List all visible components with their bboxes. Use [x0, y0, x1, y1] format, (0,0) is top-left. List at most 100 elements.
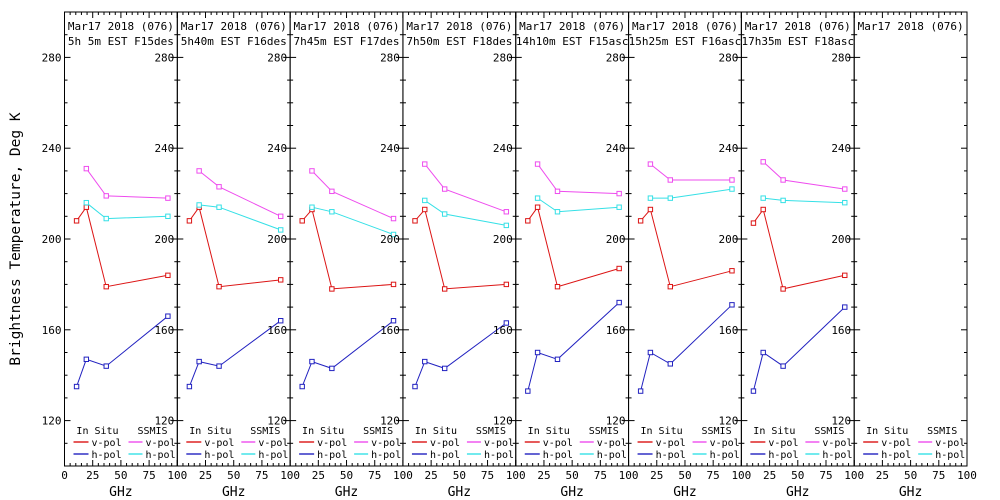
data-point-marker-insitu-h-pol [525, 388, 531, 394]
y-tick-label: 240 [42, 142, 62, 155]
data-point-marker-ssmis-h-pol [729, 186, 735, 192]
data-point-marker-insitu-v-pol [299, 218, 305, 224]
data-point-marker-insitu-h-pol [186, 383, 193, 390]
y-tick-label: 160 [154, 324, 174, 337]
y-tick-label: 240 [831, 142, 851, 155]
data-point-marker-insitu-v-pol [667, 283, 674, 290]
data-point-marker-ssmis-v-pol [760, 159, 766, 165]
legend-label-ssmis-hpol: h-pol [371, 450, 401, 461]
legend-header-ssmis: SSMIS [137, 426, 167, 437]
data-point-marker-insitu-v-pol [441, 286, 448, 292]
panel-title: Mar17 2018 (076) [745, 20, 851, 33]
y-tick-label: 120 [154, 415, 174, 428]
y-tick-label: 240 [267, 142, 287, 155]
panel-title: Mar17 2018 (076) [858, 20, 964, 33]
x-tick-label: 75 [932, 469, 945, 482]
data-point-marker-ssmis-v-pol [196, 168, 202, 174]
legend-header-ssmis: SSMIS [814, 426, 844, 437]
legend-label-insitu-vpol: v-pol [92, 438, 122, 449]
data-point-marker-insitu-h-pol [165, 313, 171, 319]
x-tick-label: 75 [142, 469, 155, 482]
data-point-marker-insitu-h-pol [441, 365, 448, 372]
legend-label-insitu-hpol: h-pol [656, 450, 686, 461]
data-point-marker-insitu-h-pol [216, 363, 222, 369]
data-point-marker-ssmis-h-pol [647, 195, 654, 201]
data-series-line-ssmis-v-pol [650, 163, 732, 181]
panel-title: Mar17 2018 (076) [519, 20, 625, 33]
data-series-line-ssmis-v-pol [424, 163, 507, 213]
data-point-marker-insitu-h-pol [309, 358, 315, 365]
x-tick-label: 25 [537, 469, 550, 482]
data-point-marker-ssmis-h-pol [196, 202, 202, 208]
y-tick-label: 280 [154, 51, 174, 64]
x-tick-label: 25 [876, 469, 889, 482]
legend-label-ssmis-hpol: h-pol [484, 450, 514, 461]
y-tick-label: 120 [380, 415, 400, 428]
y-tick-label: 200 [606, 233, 626, 246]
panel-subtitle: 15h25m EST F16asc [629, 35, 742, 48]
data-point-marker-insitu-v-pol [554, 283, 561, 290]
y-tick-label: 160 [606, 324, 626, 337]
panel-title: Mar17 2018 (076) [406, 20, 512, 33]
data-series-line-ssmis-v-pol [311, 170, 394, 220]
data-point-marker-insitu-h-pol [196, 358, 202, 365]
panel-title: Mar17 2018 (076) [632, 20, 738, 33]
data-point-marker-insitu-h-pol [637, 388, 644, 394]
x-tick-label: 100 [619, 469, 639, 482]
data-point-marker-ssmis-h-pol [390, 231, 397, 238]
data-point-marker-ssmis-h-pol [83, 199, 90, 206]
legend-label-insitu-vpol: v-pol [543, 438, 573, 449]
y-tick-label: 200 [493, 233, 513, 246]
data-point-marker-ssmis-v-pol [616, 190, 622, 197]
data-point-marker-ssmis-h-pol [103, 215, 109, 222]
data-point-marker-insitu-v-pol [165, 272, 171, 279]
data-point-marker-ssmis-v-pol [216, 184, 222, 190]
data-point-marker-insitu-v-pol [216, 283, 222, 290]
data-series-line-insitu-h-pol [527, 302, 620, 392]
data-series-line-ssmis-v-pol [85, 168, 168, 199]
x-axis-unit-label: GHz [222, 485, 245, 500]
legend-label-ssmis-vpol: v-pol [822, 438, 852, 449]
panel-subtitle: 7h50m EST F18des [406, 35, 512, 48]
data-point-marker-insitu-h-pol [422, 358, 428, 365]
panel-subtitle: 5h40m EST F16des [181, 35, 287, 48]
data-point-marker-insitu-h-pol [278, 318, 284, 324]
data-series-line-ssmis-h-pol [650, 188, 733, 199]
data-series-line-insitu-h-pol [76, 315, 169, 387]
legend-label-ssmis-hpol: h-pol [710, 450, 740, 461]
data-point-marker-insitu-h-pol [103, 363, 109, 369]
y-tick-label: 160 [42, 324, 62, 337]
data-point-marker-ssmis-h-pol [616, 204, 622, 210]
legend-label-insitu-hpol: h-pol [317, 450, 347, 461]
x-tick-label: 75 [707, 469, 720, 482]
data-point-marker-ssmis-h-pol [780, 197, 786, 204]
y-tick-label: 280 [606, 51, 626, 64]
x-axis-unit-label: GHz [109, 485, 132, 500]
data-point-marker-insitu-v-pol [422, 206, 428, 213]
y-tick-label: 240 [380, 142, 400, 155]
data-point-marker-ssmis-v-pol [165, 195, 171, 201]
legend-label-insitu-vpol: v-pol [204, 438, 234, 449]
data-point-marker-insitu-v-pol [842, 272, 848, 279]
data-point-marker-ssmis-h-pol [534, 195, 541, 201]
data-point-marker-insitu-v-pol [750, 220, 757, 226]
data-point-marker-insitu-v-pol [616, 265, 622, 272]
y-tick-label: 280 [493, 51, 513, 64]
legend-label-ssmis-vpol: v-pol [710, 438, 740, 449]
data-point-marker-ssmis-v-pol [667, 177, 674, 183]
legend-label-ssmis-vpol: v-pol [371, 438, 401, 449]
x-tick-label: 100 [506, 469, 526, 482]
x-tick-label: 100 [167, 469, 187, 482]
y-tick-label: 280 [831, 51, 851, 64]
data-point-marker-insitu-h-pol [83, 356, 90, 363]
x-tick-label: 50 [453, 469, 466, 482]
legend-header-ssmis: SSMIS [363, 426, 393, 437]
x-tick-label: 25 [312, 469, 325, 482]
data-point-marker-insitu-h-pol [780, 363, 786, 369]
panel-subtitle: 7h45m EST F17des [294, 35, 400, 48]
legend-label-insitu-vpol: v-pol [430, 438, 460, 449]
data-point-marker-ssmis-h-pol [422, 197, 428, 204]
x-tick-label: 25 [86, 469, 99, 482]
x-tick-label: 25 [763, 469, 776, 482]
